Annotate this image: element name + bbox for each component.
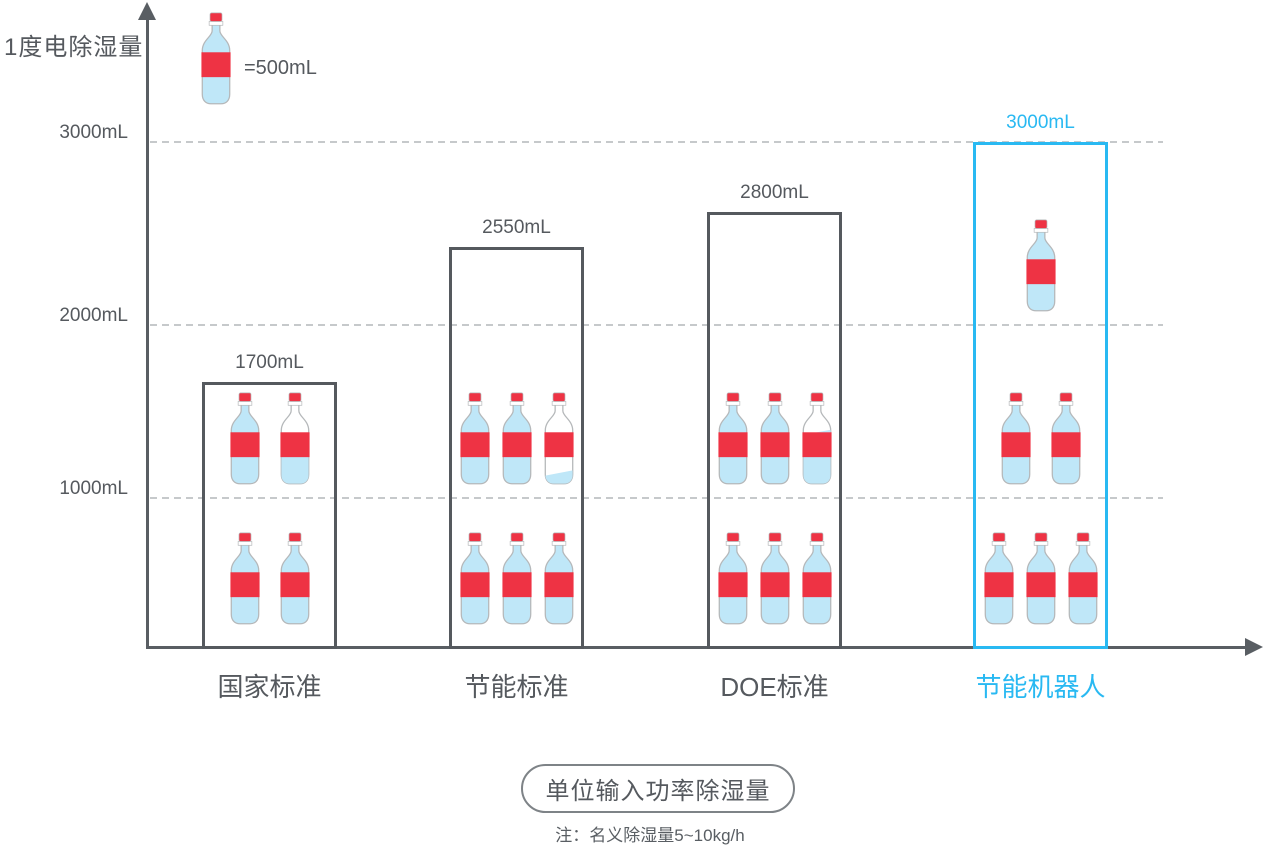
bar-box-2	[707, 212, 842, 649]
bottle-icon	[717, 532, 748, 625]
bottle-icon	[1000, 392, 1031, 485]
legend-bottle-icon	[197, 12, 235, 108]
footer-badge: 单位输入功率除湿量	[521, 764, 795, 813]
bottle-slot	[456, 532, 494, 628]
bottle-slot	[456, 392, 494, 488]
bottle-icon	[543, 532, 574, 625]
bottle-slot	[276, 532, 314, 628]
bottle-slot	[997, 392, 1035, 488]
bottle-slot	[714, 532, 752, 628]
bottle-slot	[980, 532, 1018, 628]
bottle-icon	[459, 532, 490, 625]
bottle-icon	[229, 532, 260, 625]
y-axis-arrow-icon	[138, 2, 156, 20]
bottle-icon	[1067, 532, 1098, 625]
bar-value-label-2: 2800mL	[740, 182, 809, 203]
bottle-icon	[279, 392, 310, 485]
footer-note: 注：名义除湿量5~10kg/h	[555, 826, 745, 845]
bottle-icon	[717, 392, 748, 485]
bottle-slot	[756, 392, 794, 488]
bottle-icon	[1050, 392, 1081, 485]
y-axis-line	[146, 16, 149, 649]
bar-box-1	[449, 247, 584, 649]
bottle-icon	[1025, 219, 1056, 312]
legend-label: =500mL	[244, 57, 317, 79]
bottle-slot	[498, 392, 536, 488]
bottle-icon	[801, 392, 832, 485]
bottle-icon	[543, 392, 574, 485]
bottle-slot	[756, 532, 794, 628]
bottle-icon	[801, 532, 832, 625]
y-tick-label-1000: 1000mL	[59, 478, 128, 499]
bottle-icon	[501, 392, 532, 485]
bottle-slot	[798, 532, 836, 628]
bottle-icon	[1025, 532, 1056, 625]
gridline-3000	[150, 141, 1163, 143]
category-label-2: DOE标准	[720, 672, 829, 702]
bottle-slot	[798, 392, 836, 488]
y-axis-title: 1度电除湿量	[4, 34, 144, 61]
bottle-slot	[276, 392, 314, 488]
bottle-slot	[498, 532, 536, 628]
category-label-3: 节能机器人	[975, 672, 1106, 702]
category-label-1: 节能标准	[464, 672, 569, 702]
bottle-icon	[229, 392, 260, 485]
bottle-icon	[501, 532, 532, 625]
bottle-slot	[1064, 532, 1102, 628]
gridline-1000	[150, 497, 1163, 499]
bottle-slot	[540, 392, 578, 488]
bar-box-3	[973, 142, 1108, 649]
bottle-slot	[226, 392, 264, 488]
y-tick-label-3000: 3000mL	[59, 122, 128, 143]
bottle-slot	[1047, 392, 1085, 488]
category-label-0: 国家标准	[217, 672, 322, 702]
bottle-icon	[759, 392, 790, 485]
y-tick-label-2000: 2000mL	[59, 305, 128, 326]
gridline-2000	[150, 324, 1163, 326]
bottle-icon	[279, 532, 310, 625]
x-axis-line	[146, 646, 1247, 649]
bottle-slot	[226, 532, 264, 628]
bar-value-label-0: 1700mL	[235, 352, 304, 373]
bottle-slot	[714, 392, 752, 488]
bottle-icon	[201, 12, 231, 105]
bar-value-label-1: 2550mL	[482, 217, 551, 238]
x-axis-arrow-icon	[1245, 638, 1263, 656]
bar-box-0	[202, 382, 337, 649]
bottle-icon	[983, 532, 1014, 625]
bottle-icon	[459, 392, 490, 485]
bar-value-label-3: 3000mL	[1006, 112, 1075, 133]
bottle-slot	[1022, 219, 1060, 315]
bottle-slot	[540, 532, 578, 628]
bottle-icon	[759, 532, 790, 625]
bottle-slot	[1022, 532, 1060, 628]
